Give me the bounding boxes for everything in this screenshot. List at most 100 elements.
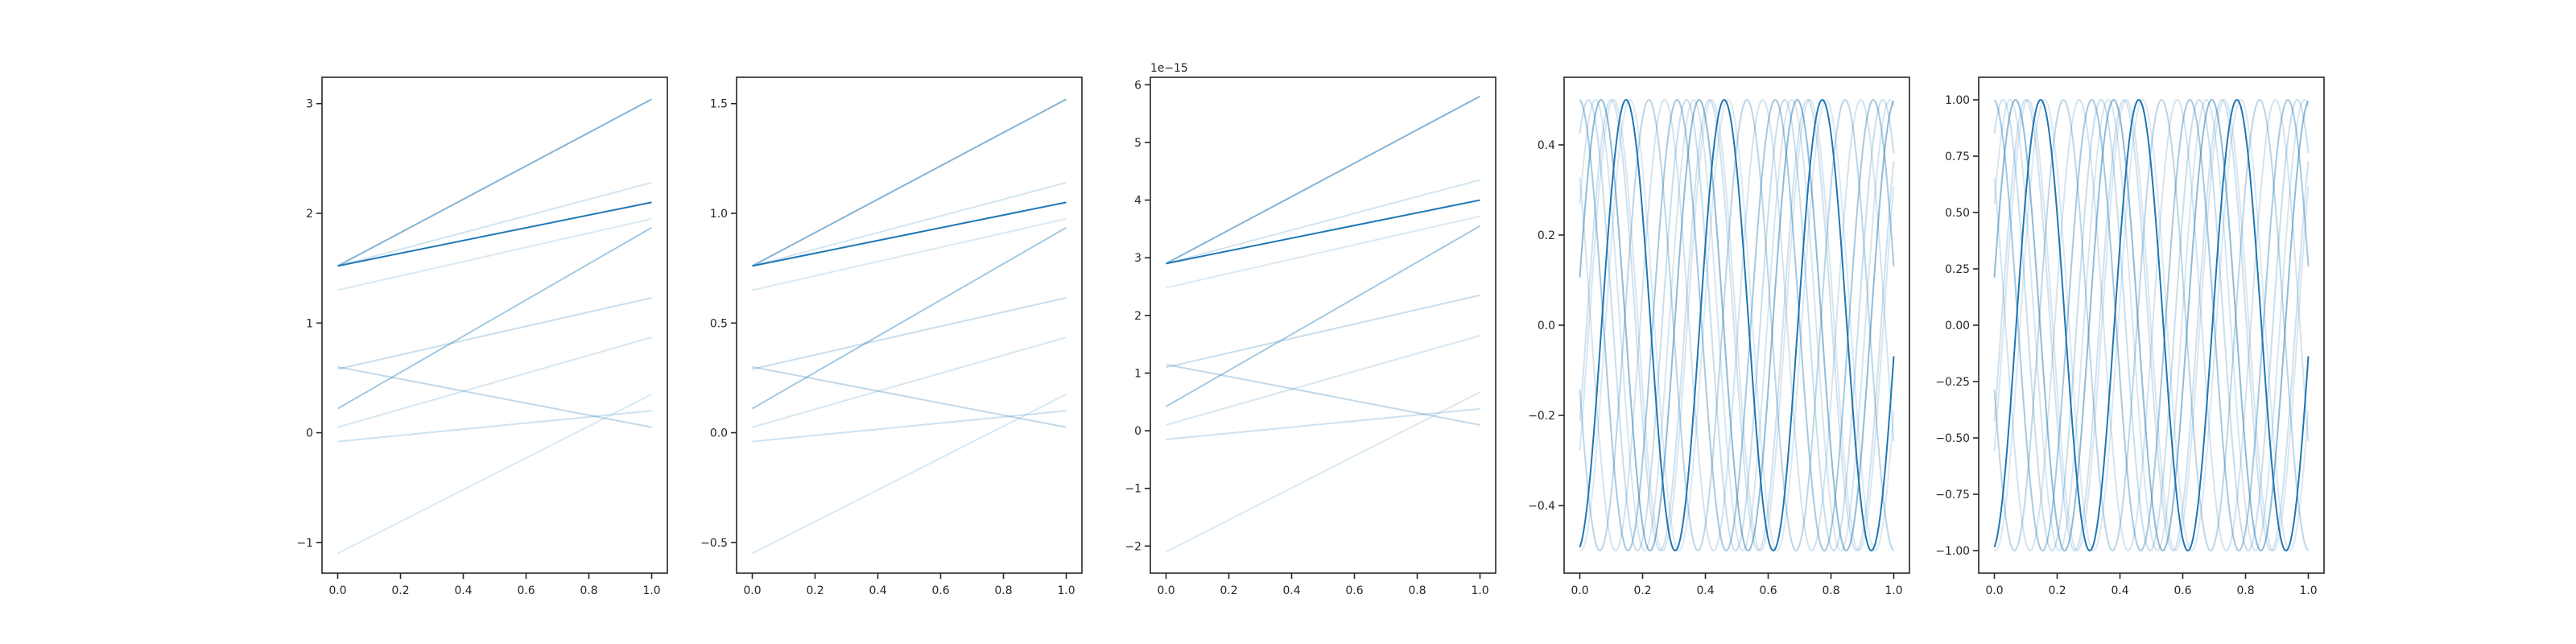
series-group <box>1166 95 1480 553</box>
series-line-8 <box>1166 225 1480 407</box>
series-line-7 <box>1579 98 1895 551</box>
y-tick-label: 1.0 <box>710 208 728 221</box>
series-line-3 <box>1166 363 1480 426</box>
x-tick-label: 0.8 <box>1822 584 1839 597</box>
x-tick-label: 0.4 <box>454 584 472 597</box>
series-line-6 <box>1993 98 2310 551</box>
y-tick-label: 2 <box>306 208 313 221</box>
x-tick-label: 0.6 <box>931 584 949 597</box>
subplot-4: 0.0 0.2 0.4 0.6 0.8 1.0 −0.4 −0.2 0.0 0.2 0.4 <box>1528 76 1910 597</box>
subplot-2: 0.0 0.2 0.4 0.6 0.8 1.0 −0.5 0.0 0.5 1.0 1.5 <box>700 76 1083 597</box>
series-line-6 <box>337 217 652 291</box>
x-tick-label: 0.8 <box>994 584 1012 597</box>
axes-frame <box>321 76 668 574</box>
series-line-6 <box>1579 98 1895 551</box>
series-line-1 <box>752 393 1067 555</box>
series-group <box>1993 98 2310 551</box>
x-tick-label: 0.6 <box>1759 584 1777 597</box>
axes-frame <box>736 76 1083 574</box>
x-tick-label: 0.2 <box>1633 584 1651 597</box>
series-line-5 <box>1579 98 1895 551</box>
y-tick-label: 3 <box>306 98 313 111</box>
y-tick-label: 0.5 <box>710 317 728 330</box>
x-tick-label: 0.0 <box>1157 584 1174 597</box>
x-tick-label: 0.0 <box>1571 584 1588 597</box>
x-tick-label: 0.2 <box>391 584 409 597</box>
series-line-9 <box>337 98 652 267</box>
series-line-1 <box>337 393 652 555</box>
series-line-6 <box>752 217 1067 291</box>
x-tick-label: 1.0 <box>642 584 660 597</box>
x-tick-label: 0.4 <box>1696 584 1714 597</box>
x-tick-label: 0.8 <box>2236 584 2254 597</box>
y-tick-label: −0.5 <box>700 537 728 550</box>
x-tick-label: 0.6 <box>2174 584 2191 597</box>
series-line-10 <box>1166 199 1480 265</box>
series-line-4 <box>1579 98 1895 551</box>
y-tick-label: 0.00 <box>1945 320 1970 332</box>
y-tick-label: 1.5 <box>710 98 728 111</box>
y-tick-label: −2 <box>1125 540 1141 553</box>
series-line-10 <box>1993 98 2310 551</box>
series-line-4 <box>1993 98 2310 551</box>
subplot-5: 0.0 0.2 0.4 0.6 0.8 1.0 −1.00 −0.75 −0.50 −0.25 0.… <box>1935 76 2325 597</box>
y-tick-label: 2 <box>1134 310 1141 323</box>
y-tick-label: −1 <box>297 537 313 550</box>
series-line-9 <box>1166 95 1480 265</box>
y-tick-label: 0.25 <box>1945 263 1970 276</box>
series-line-8 <box>752 226 1067 410</box>
series-line-7 <box>337 181 652 267</box>
series-line-8 <box>337 226 652 410</box>
series-line-2 <box>1166 407 1480 440</box>
series-line-8 <box>1579 98 1895 551</box>
x-tick-label: 0.2 <box>2048 584 2066 597</box>
y-tick-label: −0.50 <box>1935 432 1970 445</box>
y-tick-label: 5 <box>1134 137 1141 150</box>
subplots: 0.0 0.2 0.4 0.6 0.8 1.0 −1 0 1 2 3 0.0 0.2 0.4 0.6 0.8 1… <box>297 62 2325 597</box>
y-tick-label: 6 <box>1134 79 1141 92</box>
y-tick-label: 3 <box>1134 252 1141 265</box>
series-group <box>337 98 652 555</box>
series-line-2 <box>752 410 1067 443</box>
series-line-3 <box>1579 98 1895 551</box>
y-tick-label: −1.00 <box>1935 545 1970 558</box>
y-tick-label: 0.50 <box>1945 207 1970 220</box>
x-tick-label: 0.0 <box>328 584 346 597</box>
x-tick-label: 1.0 <box>1057 584 1075 597</box>
series-line-1 <box>1166 391 1480 553</box>
y-tick-label: 4 <box>1134 195 1141 208</box>
series-line-6 <box>1166 215 1480 289</box>
y-tick-label: −1 <box>1125 483 1141 496</box>
series-line-1 <box>1993 98 2310 551</box>
y-tick-label: 0.75 <box>1945 151 1970 163</box>
x-tick-label: 0.4 <box>2111 584 2128 597</box>
x-tick-label: 0.2 <box>806 584 824 597</box>
series-line-10 <box>752 201 1067 267</box>
series-line-7 <box>752 181 1067 267</box>
subplot-1: 0.0 0.2 0.4 0.6 0.8 1.0 −1 0 1 2 3 <box>297 76 668 597</box>
y-tick-label: 0 <box>306 427 313 440</box>
x-tick-label: 0.8 <box>1408 584 1426 597</box>
y-tick-label: 1 <box>306 317 313 330</box>
series-line-5 <box>752 296 1067 370</box>
series-line-7 <box>1993 98 2310 551</box>
x-tick-label: 0.0 <box>1985 584 2003 597</box>
x-tick-label: 0.2 <box>1220 584 1237 597</box>
series-line-4 <box>752 336 1067 428</box>
x-tick-label: 0.4 <box>1282 584 1300 597</box>
series-group <box>752 98 1067 555</box>
y-tick-label: 0.2 <box>1538 229 1555 242</box>
x-tick-label: 0.6 <box>517 584 535 597</box>
y-tick-label: −0.75 <box>1935 489 1970 502</box>
x-tick-label: 1.0 <box>1471 584 1488 597</box>
y-tick-label: 0 <box>1134 425 1141 438</box>
x-tick-label: 0.8 <box>580 584 597 597</box>
y-tick-label: 0.0 <box>710 427 728 440</box>
series-group <box>1579 98 1895 551</box>
series-line-9 <box>752 98 1067 267</box>
y-tick-label: 1 <box>1134 367 1141 380</box>
series-line-4 <box>1166 334 1480 426</box>
series-line-2 <box>1993 98 2310 551</box>
